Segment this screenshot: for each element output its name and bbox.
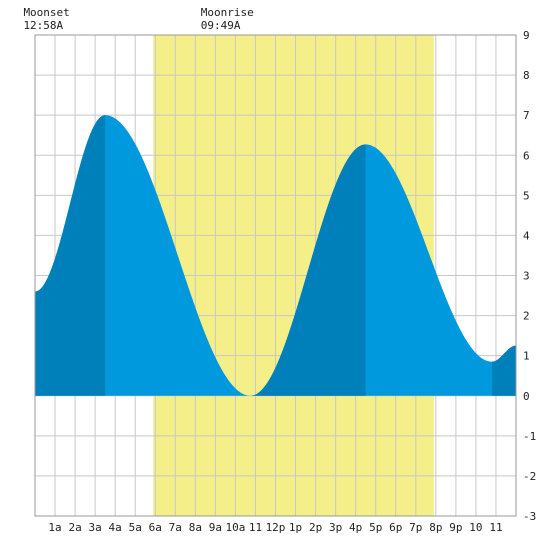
y-axis: -3 -2 -1 0 1 2 3 4 5 6 7 8 9 (523, 29, 536, 523)
y-tick-label: 4 (523, 229, 530, 242)
y-tick-label: -3 (523, 510, 536, 523)
x-tick-label: 2a (68, 521, 81, 534)
tide-rising-band (35, 115, 106, 396)
y-tick-label: 6 (523, 149, 530, 162)
y-tick-label: 9 (523, 29, 530, 42)
moonset-title: Moonset (23, 6, 69, 19)
x-axis: 1a 2a 3a 4a 5a 6a 7a 8a 9a 10a 11 12p 1p 2p 3p 4p 5p 6p 7p… (48, 521, 502, 534)
x-tick-label: 6p (389, 521, 402, 534)
tide-area (35, 115, 516, 396)
x-tick-label: 10a (225, 521, 245, 534)
moonset-time: 12:58A (23, 19, 63, 32)
plot-frame (34, 34, 517, 517)
y-tick-label: 5 (523, 189, 530, 202)
x-tick-label: 3p (329, 521, 342, 534)
y-tick-label: 1 (523, 350, 530, 363)
x-tick-label: 8a (189, 521, 202, 534)
y-tick-label: 0 (523, 390, 530, 403)
x-tick-label: 7a (169, 521, 182, 534)
x-tick-label: 11 (249, 521, 262, 534)
y-tick-label: 2 (523, 310, 530, 323)
x-tick-label: 1a (48, 521, 61, 534)
y-tick-label: 8 (523, 69, 530, 82)
moonrise-title: Moonrise (201, 6, 254, 19)
x-tick-label: 1p (289, 521, 302, 534)
y-tick-label: 7 (523, 109, 530, 122)
x-tick-label: 2p (309, 521, 322, 534)
y-tick-label: 3 (523, 270, 530, 283)
x-tick-label: 9a (209, 521, 222, 534)
moonrise-time: 09:49A (201, 19, 241, 32)
x-tick-label: 3a (89, 521, 102, 534)
tide-area-fill (35, 115, 516, 396)
x-tick-label: 4a (109, 521, 122, 534)
x-tick-label: 7p (409, 521, 422, 534)
x-tick-label: 11 (489, 521, 502, 534)
tide-rising-band (250, 144, 366, 396)
y-tick-label: -1 (523, 430, 536, 443)
x-tick-label: 5p (369, 521, 382, 534)
x-tick-label: 8p (429, 521, 442, 534)
x-tick-label: 9p (449, 521, 462, 534)
tide-rising-band (491, 345, 516, 396)
y-tick-label: -2 (523, 470, 536, 483)
x-tick-label: 6a (149, 521, 162, 534)
x-tick-label: 4p (349, 521, 362, 534)
x-tick-label: 5a (129, 521, 142, 534)
x-tick-label: 10 (469, 521, 482, 534)
x-tick-label: 12p (266, 521, 286, 534)
